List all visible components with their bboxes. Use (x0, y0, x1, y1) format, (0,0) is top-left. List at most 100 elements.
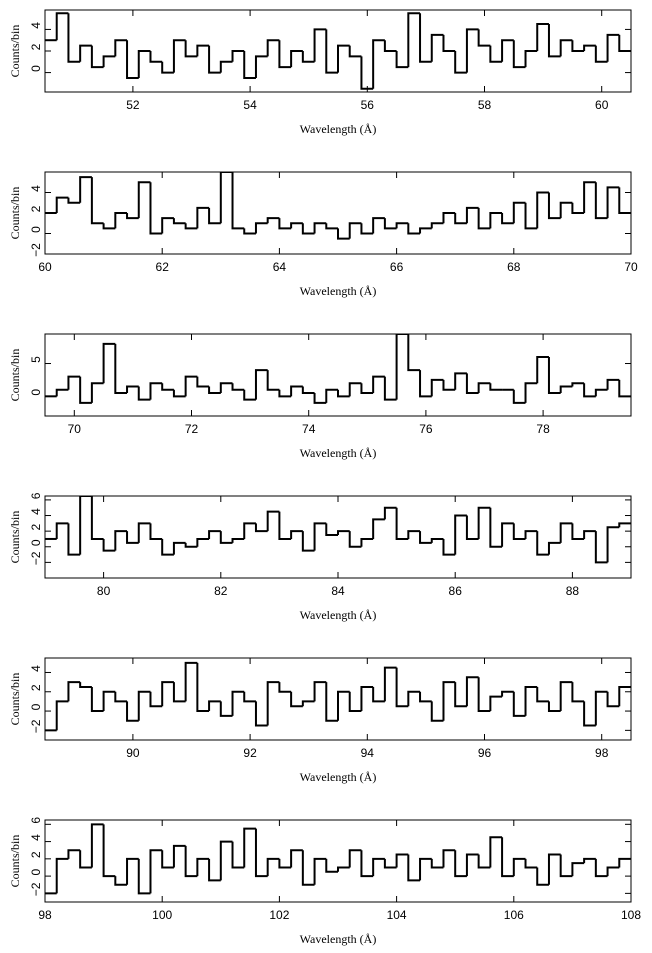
histogram-step (442, 538, 456, 556)
histogram-step (325, 223, 338, 230)
histogram-step (583, 701, 596, 727)
histogram-step (55, 196, 69, 213)
histogram-step (290, 849, 303, 868)
histogram-step (547, 192, 561, 220)
histogram-step (606, 526, 620, 563)
histogram-step (536, 23, 549, 51)
histogram-step (465, 515, 479, 540)
histogram-step (184, 661, 198, 702)
histogram-step (372, 686, 385, 703)
y-axis-title: Counts/bin (8, 511, 22, 564)
histogram-step (219, 531, 233, 544)
histogram-step (419, 691, 432, 703)
histogram-step (137, 858, 151, 895)
histogram-step (360, 383, 374, 395)
y-tick-label: 0 (29, 226, 43, 233)
histogram-step (149, 382, 163, 400)
histogram-step (536, 191, 549, 229)
histogram-step (90, 45, 104, 69)
histogram-step (137, 690, 151, 721)
histogram-step (126, 531, 139, 544)
histogram-step (149, 51, 163, 63)
histogram-step (337, 389, 350, 398)
histogram-step (489, 383, 503, 391)
histogram-step (547, 701, 561, 713)
histogram-step (208, 858, 221, 882)
histogram-step (137, 522, 151, 543)
histogram-step (290, 385, 303, 397)
histogram-step (372, 39, 385, 89)
histogram-step (395, 334, 409, 400)
x-tick-label: 94 (361, 746, 375, 760)
histogram-step (254, 369, 268, 400)
y-tick-label: 2 (29, 851, 43, 858)
histogram-step (137, 50, 151, 78)
histogram-step (231, 690, 245, 716)
histogram-step (90, 686, 104, 713)
histogram-step (489, 45, 503, 63)
histogram-step (161, 850, 174, 869)
histogram-step (618, 857, 631, 868)
histogram-step (325, 523, 338, 537)
histogram-step (172, 39, 186, 73)
histogram-step (442, 681, 456, 721)
histogram-step (501, 213, 514, 225)
histogram-step (301, 850, 315, 886)
histogram-step (430, 222, 444, 229)
x-axis-title: Wavelength (Å) (300, 122, 377, 136)
histogram-step (348, 849, 362, 868)
y-tick-label: 6 (29, 817, 43, 824)
histogram-step (501, 39, 514, 62)
histogram-step (477, 854, 491, 869)
histogram-step (524, 382, 538, 403)
x-tick-label: 86 (449, 584, 463, 598)
histogram-step (489, 695, 503, 712)
histogram-step (547, 24, 561, 58)
histogram-step (477, 382, 491, 394)
x-tick-label: 60 (38, 260, 52, 274)
histogram-step (278, 858, 292, 869)
histogram-step (149, 849, 163, 894)
histogram-step (231, 50, 245, 62)
histogram-step (278, 40, 292, 69)
histogram-step (618, 34, 631, 52)
histogram-step (477, 506, 491, 539)
histogram-step (114, 876, 128, 886)
histogram-step (126, 40, 139, 79)
x-tick-label: 74 (302, 422, 316, 436)
histogram-step (419, 13, 432, 63)
histogram-step (454, 51, 467, 74)
histogram-step (454, 372, 467, 390)
histogram-step (395, 667, 409, 708)
histogram-step (583, 181, 596, 213)
histogram-step (383, 376, 397, 401)
histogram-step (243, 51, 256, 79)
histogram-step (243, 228, 256, 235)
histogram-step (79, 496, 92, 555)
histogram-step (512, 40, 526, 69)
histogram-step (606, 866, 620, 877)
histogram-step (454, 213, 467, 225)
histogram-step (337, 866, 350, 872)
y-tick-label: 2 (29, 205, 43, 212)
x-axis-title: Wavelength (Å) (300, 608, 377, 622)
histogram-step (477, 207, 491, 230)
histogram-step (348, 531, 362, 548)
x-tick-label: 98 (595, 746, 609, 760)
histogram-step (161, 383, 174, 391)
x-tick-label: 78 (536, 422, 550, 436)
histogram-step (360, 850, 374, 878)
histogram-step (348, 691, 362, 713)
histogram-step (149, 523, 163, 540)
histogram-step (67, 849, 81, 859)
histogram-step (290, 691, 303, 708)
y-axis-title: Counts/bin (8, 835, 22, 888)
histogram-step (536, 355, 549, 384)
histogram-step (559, 854, 573, 878)
histogram-step (278, 389, 292, 398)
histogram-step (606, 378, 620, 390)
histogram-step (606, 33, 620, 62)
histogram-step (383, 40, 397, 52)
histogram-step (512, 523, 526, 540)
